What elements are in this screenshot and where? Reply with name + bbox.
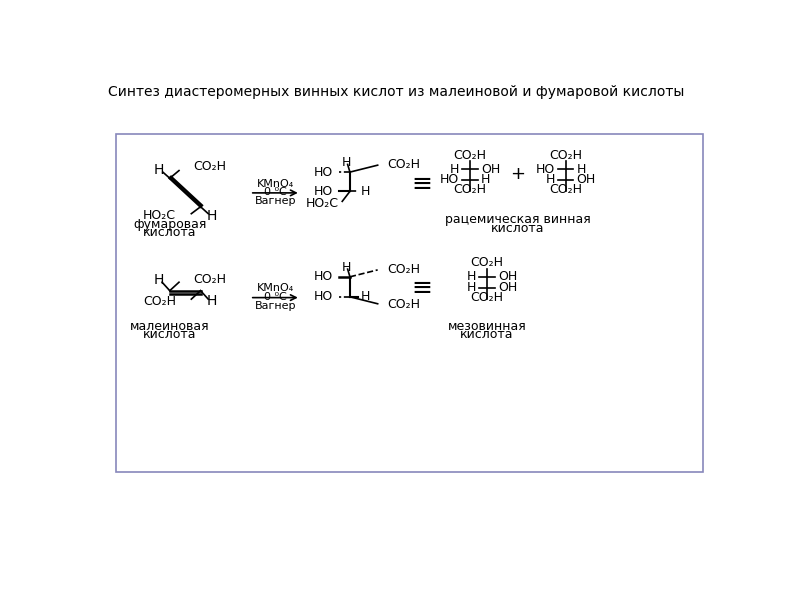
Text: кислота: кислота	[143, 226, 197, 239]
Text: CO₂H: CO₂H	[193, 160, 226, 173]
Text: мезовинная: мезовинная	[448, 320, 526, 332]
Text: CO₂H: CO₂H	[387, 298, 420, 311]
Text: CO₂H: CO₂H	[454, 184, 486, 196]
Text: H: H	[206, 209, 217, 223]
Text: Синтез диастеромерных винных кислот из малеиновой и фумаровой кислоты: Синтез диастеромерных винных кислот из м…	[108, 85, 685, 99]
Text: HO: HO	[314, 290, 333, 304]
Text: HO: HO	[314, 166, 333, 179]
Text: H: H	[154, 273, 164, 287]
Text: H: H	[450, 163, 459, 176]
Text: CO₂H: CO₂H	[387, 158, 420, 171]
Text: CO₂H: CO₂H	[387, 263, 420, 275]
Text: CO₂H: CO₂H	[470, 256, 503, 269]
Text: KMnO₄: KMnO₄	[257, 283, 294, 293]
Text: H: H	[546, 173, 554, 186]
Text: CO₂H: CO₂H	[143, 295, 176, 308]
Text: HO: HO	[314, 185, 333, 198]
Text: CO₂H: CO₂H	[193, 274, 226, 286]
Text: H: H	[154, 163, 164, 177]
Text: Вагнер: Вагнер	[254, 196, 296, 206]
Text: 0 ⁰C: 0 ⁰C	[264, 187, 286, 197]
Text: Вагнер: Вагнер	[254, 301, 296, 311]
Text: CO₂H: CO₂H	[549, 184, 582, 196]
Text: 0 ⁰C: 0 ⁰C	[264, 292, 286, 302]
Text: кислота: кислота	[143, 328, 197, 341]
Text: HO: HO	[440, 173, 459, 186]
Text: рацемическая винная: рацемическая винная	[445, 214, 590, 226]
Text: кислота: кислота	[460, 328, 514, 341]
Text: малеиновая: малеиновая	[130, 320, 210, 332]
Text: HO₂C: HO₂C	[143, 209, 176, 223]
Text: CO₂H: CO₂H	[549, 149, 582, 161]
Text: KMnO₄: KMnO₄	[257, 179, 294, 188]
Text: OH: OH	[481, 163, 500, 176]
Text: ≡: ≡	[411, 172, 432, 196]
Text: CO₂H: CO₂H	[470, 291, 503, 304]
Text: ≡: ≡	[411, 275, 432, 299]
Text: OH: OH	[498, 271, 517, 283]
Text: H: H	[342, 157, 350, 169]
Text: HO: HO	[535, 163, 554, 176]
Text: фумаровая: фумаровая	[133, 218, 206, 231]
Text: H: H	[342, 261, 350, 274]
Text: H: H	[467, 271, 476, 283]
Text: H: H	[206, 295, 217, 308]
Text: H: H	[361, 185, 370, 198]
Text: HO: HO	[314, 271, 333, 283]
Text: H: H	[481, 173, 490, 186]
Text: OH: OH	[498, 281, 517, 294]
Text: H: H	[361, 290, 370, 304]
Text: CO₂H: CO₂H	[454, 149, 486, 161]
Text: +: +	[510, 164, 526, 182]
Text: HO₂C: HO₂C	[306, 197, 339, 210]
Text: кислота: кислота	[491, 222, 545, 235]
Text: H: H	[576, 163, 586, 176]
Text: H: H	[467, 281, 476, 294]
Bar	[116, 134, 702, 472]
Text: OH: OH	[576, 173, 595, 186]
